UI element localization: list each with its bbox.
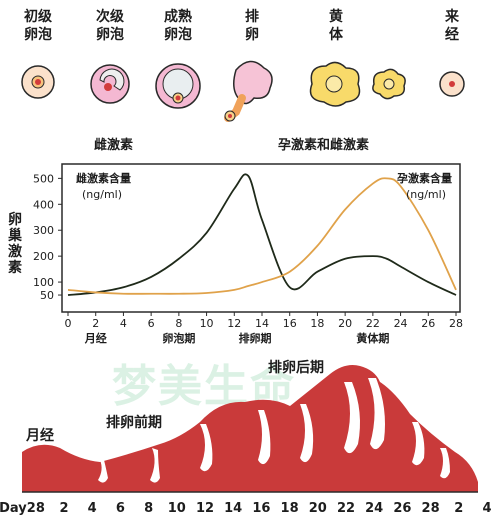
x-tick-label: 20	[338, 317, 352, 330]
corpus-luteum-icon	[309, 61, 361, 107]
day-tick-label: 18	[281, 501, 299, 516]
progesterone-estrogen-label: 孕激素和雌激素	[278, 138, 370, 153]
day-tick-label: 16	[252, 501, 270, 516]
day-tick-label: 22	[337, 501, 355, 516]
x-tick-label: 10	[200, 317, 214, 330]
phase-label: 月经	[84, 331, 107, 345]
menstruation-cell-icon	[439, 71, 465, 97]
menstruation-label: 月经	[25, 427, 54, 444]
chart-frame	[61, 163, 461, 313]
day-tick-label: 10	[168, 501, 186, 516]
x-tick-label: 16	[283, 317, 297, 330]
x-tick-label: 18	[310, 317, 324, 330]
hormone-chart: 0 2 4 6 8 10 12 14 16 18 20 22 24 26 28501002003004005…	[33, 163, 463, 345]
day-tick-label: 4	[88, 501, 97, 516]
day-tick-label: 26	[393, 501, 411, 516]
x-tick-label: 8	[175, 317, 182, 330]
chart-legend: 雌激素含量 (ng/ml) 孕激素含量 (ng/ml)	[76, 171, 452, 201]
phase-label: 黄体期	[356, 331, 389, 345]
endometrium-glands	[98, 378, 450, 483]
x-tick-label: 24	[394, 317, 408, 330]
estrogen-label: 雌激素	[94, 138, 134, 153]
y-tick-label: 300	[33, 224, 54, 237]
phase-label: 卵泡期	[162, 331, 195, 345]
phase-label: 排卵期	[239, 331, 272, 345]
x-tick-label: 2	[92, 317, 99, 330]
legend-series-unit: (ng/ml)	[406, 188, 446, 201]
day-tick-label: 2	[454, 501, 463, 516]
day-tick-label: 28	[422, 501, 440, 516]
x-tick-label: 6	[148, 317, 155, 330]
legend-series-unit: (ng/ml)	[82, 188, 122, 201]
pre-ovulation-label: 排卵前期	[106, 414, 162, 431]
stage-label: 初级 卵泡	[24, 9, 52, 43]
x-tick-label: 12	[227, 317, 241, 330]
x-tick-label: 14	[255, 317, 269, 330]
post-ovulation-label: 排卵后期	[268, 359, 324, 376]
corpus-luteum-small-icon	[372, 68, 406, 100]
follicle-stage-icons	[21, 60, 465, 122]
x-tick-label: 0	[65, 317, 72, 330]
x-tick-label: 22	[366, 317, 380, 330]
y-tick-label: 50	[40, 289, 54, 302]
stage-label: 排 卵	[245, 9, 259, 43]
day-axis-start: Day28	[0, 501, 45, 516]
endometrium-diagram: 2 4 6 8 10 12 14 16 18 20 22 24 26 28 2 4 月经 排卵前期 排卵后期 …	[0, 359, 492, 516]
x-tick-label: 26	[421, 317, 435, 330]
day-tick-label: 6	[116, 501, 125, 516]
legend-series-name: 雌激素含量	[76, 171, 131, 185]
day-tick-label: 2	[59, 501, 68, 516]
mature-follicle-icon	[155, 63, 201, 109]
chart-phase-labels: 月经 卵泡期 排卵期 黄体期	[84, 331, 390, 345]
primary-follicle-icon	[21, 65, 55, 99]
y-axis-label: 卵巢激素	[8, 212, 24, 276]
day-tick-label: 8	[144, 501, 153, 516]
stage-label: 黄 体	[329, 9, 343, 43]
y-tick-label: 200	[33, 250, 54, 263]
day-tick-label: 14	[224, 501, 242, 516]
chart-series	[67, 173, 457, 296]
day-tick-label: 20	[309, 501, 327, 516]
x-tick-label: 28	[449, 317, 463, 330]
day-axis: 2 4 6 8 10 12 14 16 18 20 22 24 26 28 2 4	[59, 501, 491, 516]
secondary-follicle-icon	[90, 64, 130, 104]
day-tick-label: 4	[482, 501, 491, 516]
stage-label: 成熟 卵泡	[164, 9, 192, 43]
legend-series-name: 孕激素含量	[397, 171, 452, 185]
y-tick-label: 400	[33, 198, 54, 211]
y-axis-label-text: 卵巢激素	[8, 212, 22, 276]
progesterone-line	[67, 177, 457, 295]
day-tick-label: 12	[196, 501, 214, 516]
stage-label: 次级 卵泡	[96, 9, 124, 43]
endometrium-shape	[22, 365, 478, 492]
x-tick-label: 4	[120, 317, 127, 330]
y-tick-label: 500	[33, 172, 54, 185]
day-tick-label: 24	[365, 501, 383, 516]
chart-axes: 0 2 4 6 8 10 12 14 16 18 20 22 24 26 28501002003004005…	[33, 172, 463, 330]
stage-label: 来 经	[445, 9, 459, 43]
ovulation-icon	[224, 60, 273, 122]
y-tick-label: 100	[33, 276, 54, 289]
estrogen-line	[67, 173, 457, 296]
